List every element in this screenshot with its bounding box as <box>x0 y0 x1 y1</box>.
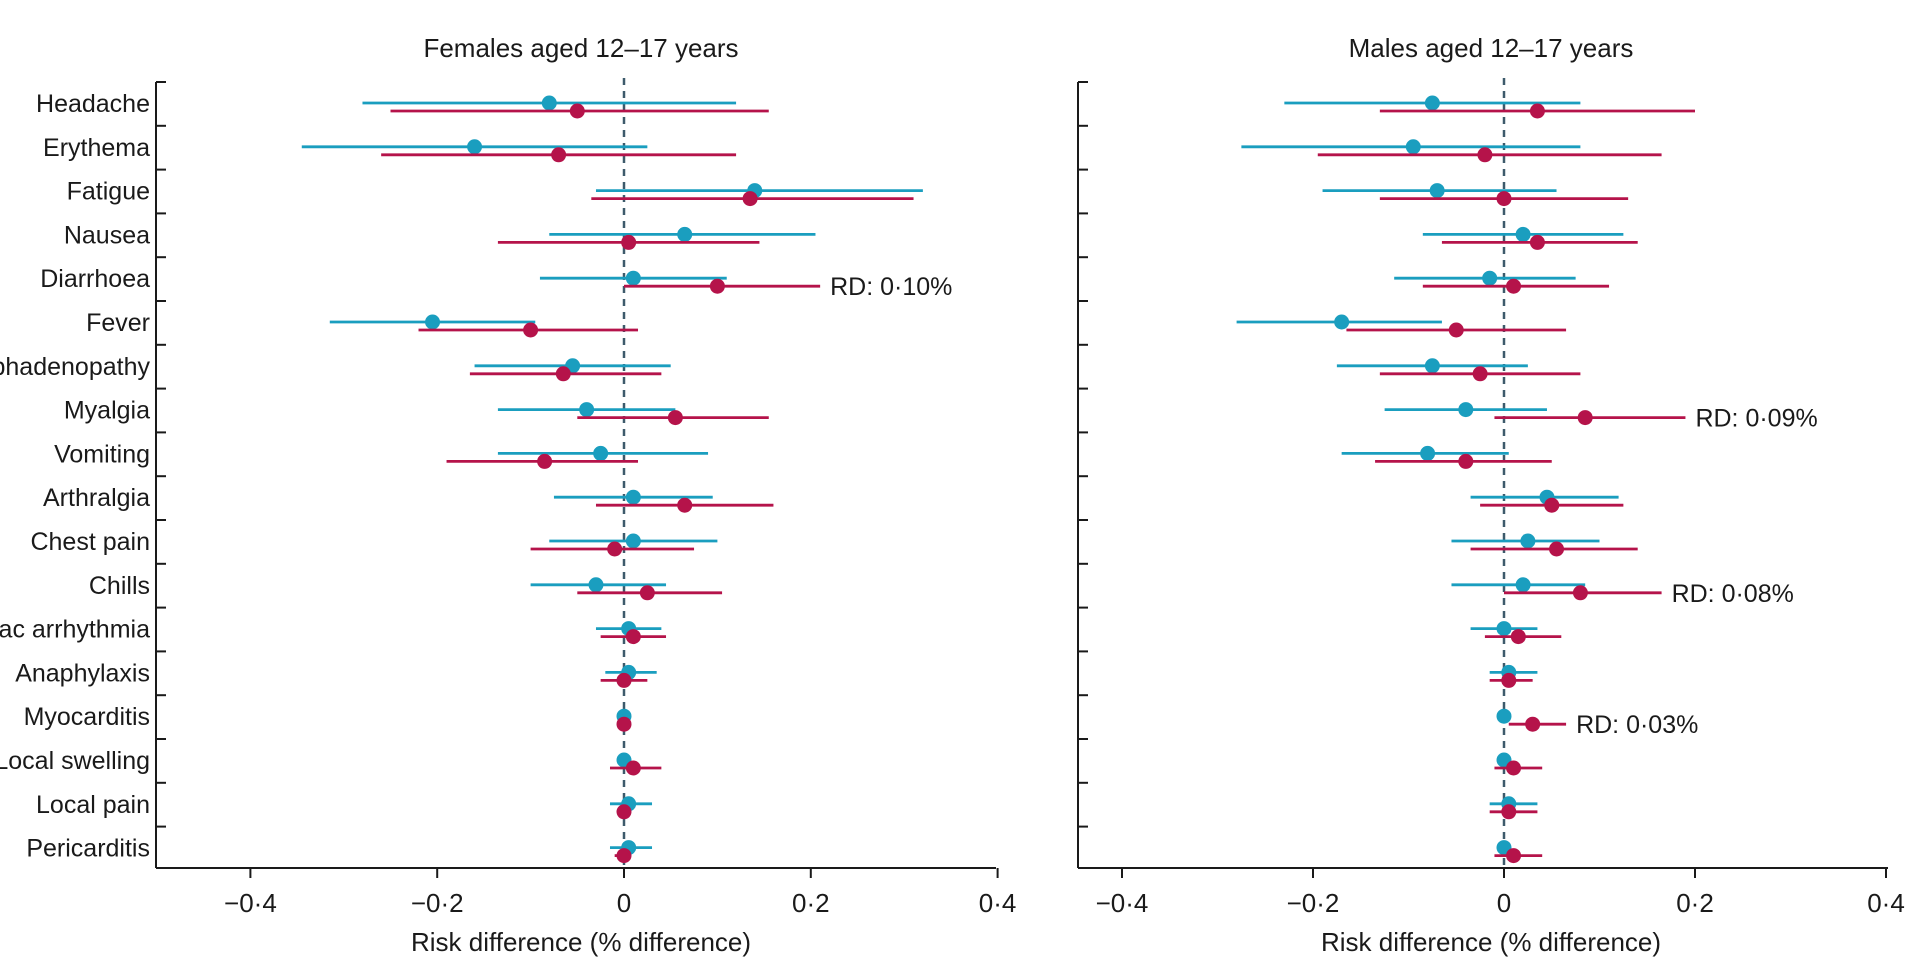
category-label-headache: Headache <box>36 90 150 118</box>
panel-1-red-point-headache <box>570 104 585 119</box>
panel-1-red-point-local-swelling <box>626 761 641 776</box>
category-label-chills: Chills <box>89 572 150 600</box>
category-label-local-pain: Local pain <box>36 791 150 819</box>
panel-2-red-point-headache <box>1530 104 1545 119</box>
panel-1-red-point-chest-pain <box>607 542 622 557</box>
category-label-local-swelling: Local swelling <box>0 747 150 775</box>
panel-1-red-point-fatigue <box>743 191 758 206</box>
panel-1-x-tick-label: −0·2 <box>411 888 464 918</box>
panel-1-red-point-fever <box>523 323 538 338</box>
category-label-myocarditis: Myocarditis <box>24 703 150 731</box>
panel-1-blue-point-vomiting <box>593 446 608 461</box>
panel-1-red-point-vomiting <box>537 454 552 469</box>
panel-1-blue-point-myalgia <box>579 402 594 417</box>
category-label-erythema: Erythema <box>43 134 150 162</box>
panel-1-x-axis-label: Risk difference (% difference) <box>411 927 751 957</box>
panel-2-x-tick-label: 0·2 <box>1676 888 1714 918</box>
panel-1-blue-point-erythema <box>467 139 482 154</box>
panel-1-x-tick-label: 0 <box>617 888 631 918</box>
panel-1-blue-point-chest-pain <box>626 534 641 549</box>
category-label-vomiting: Vomiting <box>54 440 150 468</box>
panel-1-red-point-erythema <box>551 147 566 162</box>
panel-2-blue-point-myocarditis <box>1497 709 1512 724</box>
category-label-fever: Fever <box>86 309 150 337</box>
panel-1-title: Females aged 12–17 years <box>423 33 738 63</box>
category-label-anaphylaxis: Anaphylaxis <box>15 659 150 687</box>
panel-1-red-point-nausea <box>621 235 636 250</box>
panel-2-red-point-nausea <box>1530 235 1545 250</box>
panel-2-red-point-diarrhoea <box>1506 279 1521 294</box>
category-label-arthralgia: Arthralgia <box>43 484 150 512</box>
panel-2-blue-point-fever <box>1334 315 1349 330</box>
panel-2-red-point-local-swelling <box>1506 761 1521 776</box>
panel-2-annotation-myalgia: RD: 0·09% <box>1695 405 1817 433</box>
panel-1-x-tick-label: 0·2 <box>792 888 830 918</box>
panel-2-x-axis-label: Risk difference (% difference) <box>1321 927 1661 957</box>
panel-2-red-point-pericarditis <box>1506 848 1521 863</box>
category-label-diarrhoea: Diarrhoea <box>40 265 150 293</box>
panel-1-red-point-diarrhoea <box>710 279 725 294</box>
panel-2-x-tick-label: −0·2 <box>1287 888 1340 918</box>
panel-2-red-point-chest-pain <box>1549 542 1564 557</box>
panel-2-red-point-fatigue <box>1497 191 1512 206</box>
panel-1-red-point-pericarditis <box>617 848 632 863</box>
panel-2-red-point-arthralgia <box>1544 498 1559 513</box>
panel-2-title: Males aged 12–17 years <box>1349 33 1634 63</box>
panel-2-blue-point-fatigue <box>1430 183 1445 198</box>
panel-1-red-point-lymphadenopathy <box>556 366 571 381</box>
panel-1-blue-point-arthralgia <box>626 490 641 505</box>
panel-1-red-point-myalgia <box>668 410 683 425</box>
panel-2-red-point-lymphadenopathy <box>1473 366 1488 381</box>
panel-1-blue-point-chills <box>588 577 603 592</box>
panel-2-blue-point-diarrhoea <box>1482 271 1497 286</box>
panel-2-blue-point-chest-pain <box>1520 534 1535 549</box>
category-label-myalgia: Myalgia <box>64 397 150 425</box>
panel-1-red-point-anaphylaxis <box>617 673 632 688</box>
panel-2-red-point-myocarditis <box>1525 717 1540 732</box>
panel-2-red-point-fever <box>1449 323 1464 338</box>
panel-2-blue-point-lymphadenopathy <box>1425 358 1440 373</box>
panel-1-red-point-arthralgia <box>677 498 692 513</box>
panel-2-red-point-chills <box>1573 585 1588 600</box>
panel-1-blue-point-nausea <box>677 227 692 242</box>
panel-2-x-tick-label: 0 <box>1497 888 1511 918</box>
category-label-nausea: Nausea <box>64 221 150 249</box>
category-label-lymphadenopathy: Lymphadenopathy <box>0 353 150 381</box>
panel-2-red-point-erythema <box>1477 147 1492 162</box>
panel-1-x-tick-label: −0·4 <box>224 888 277 918</box>
panel-2-blue-point-vomiting <box>1420 446 1435 461</box>
panel-1-blue-point-diarrhoea <box>626 271 641 286</box>
panel-2-blue-point-erythema <box>1406 139 1421 154</box>
panel-1-red-point-local-pain <box>617 804 632 819</box>
panel-2-blue-point-chills <box>1516 577 1531 592</box>
category-label-pericarditis: Pericarditis <box>26 835 150 863</box>
panel-2-blue-point-myalgia <box>1458 402 1473 417</box>
forest-plot-figure: Females aged 12–17 years −0·4 −0·2 0 0·2 0·4 R… <box>0 0 1920 959</box>
panel-1-blue-point-headache <box>542 96 557 111</box>
panel-1-x-tick-label: 0·4 <box>979 888 1017 918</box>
panel-2-blue-point-cardiac-arrhythmia <box>1497 621 1512 636</box>
panel-2-red-point-vomiting <box>1458 454 1473 469</box>
panel-1-blue-point-fever <box>425 315 440 330</box>
category-label-cardiac-arrhythmia: Cardiac arrhythmia <box>0 616 150 644</box>
panel-2-red-point-anaphylaxis <box>1501 673 1516 688</box>
panel-2-blue-point-nausea <box>1516 227 1531 242</box>
panel-1-annotation-diarrhoea: RD: 0·10% <box>830 273 952 301</box>
panel-1-red-point-cardiac-arrhythmia <box>626 629 641 644</box>
panel-2-red-point-cardiac-arrhythmia <box>1511 629 1526 644</box>
panel-2-x-tick-label: −0·4 <box>1096 888 1149 918</box>
panel-2-annotation-myocarditis: RD: 0·03% <box>1576 711 1698 739</box>
panel-2-red-point-myalgia <box>1578 410 1593 425</box>
panel-2-blue-point-headache <box>1425 96 1440 111</box>
category-label-fatigue: Fatigue <box>67 178 150 206</box>
forest-plot-svg: Females aged 12–17 years −0·4 −0·2 0 0·2 0·4 R… <box>0 0 1920 959</box>
panel-2-annotation-chills: RD: 0·08% <box>1672 580 1794 608</box>
panel-2-red-point-local-pain <box>1501 804 1516 819</box>
panel-1-red-point-chills <box>640 585 655 600</box>
panel-1-red-point-myocarditis <box>617 717 632 732</box>
panel-2-x-tick-label: 0·4 <box>1867 888 1905 918</box>
category-label-chest-pain: Chest pain <box>30 528 150 556</box>
